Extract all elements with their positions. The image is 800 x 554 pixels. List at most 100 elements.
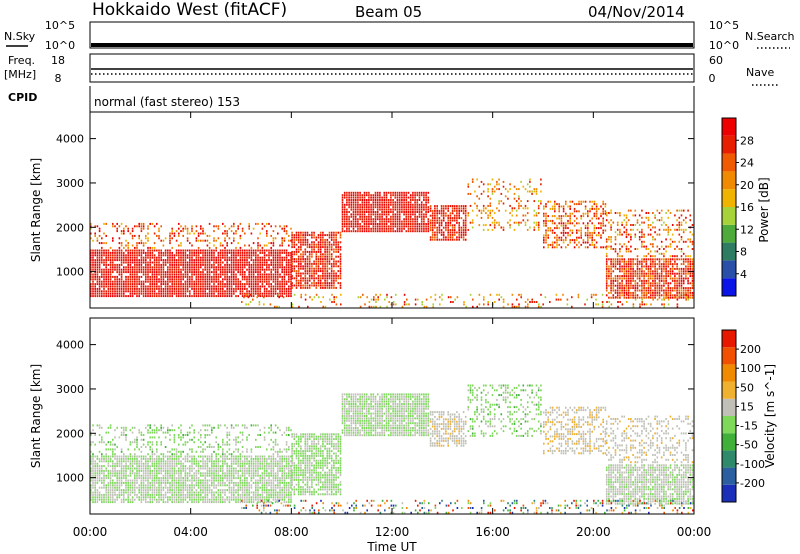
power-cell: [319, 258, 322, 261]
power-cell: [680, 224, 683, 226]
velocity-cell: [101, 501, 103, 504]
power-cell: [191, 271, 193, 274]
power-cell: [458, 231, 460, 234]
velocity-cell: [103, 481, 105, 484]
power-cell: [315, 258, 318, 261]
power-cell: [129, 278, 132, 281]
power-cell: [431, 238, 434, 241]
power-cell: [300, 277, 302, 280]
power-cell: [390, 218, 392, 221]
power-cell: [306, 234, 309, 237]
power-cell: [206, 278, 209, 281]
power-cell: [248, 278, 250, 281]
power-cell: [241, 301, 243, 303]
power-cell: [142, 256, 145, 259]
power-cell: [398, 218, 401, 221]
power-cell: [120, 259, 123, 262]
power-cell: [160, 271, 162, 274]
power-cell: [311, 277, 313, 280]
power-cell: [558, 217, 560, 220]
power-cell: [368, 194, 370, 197]
velocity-heatmap: [90, 384, 694, 514]
power-cell: [288, 254, 290, 257]
power-cell: [233, 254, 235, 257]
power-cell: [147, 271, 149, 274]
power-cell: [114, 280, 116, 283]
power-cell: [103, 251, 105, 254]
power-cell: [685, 291, 687, 294]
power-cell: [440, 214, 443, 217]
power-cell: [167, 285, 169, 288]
power-cell: [346, 230, 348, 233]
power-cell: [652, 238, 654, 241]
power-cell: [663, 279, 665, 282]
power-cell: [634, 209, 637, 212]
power-cell: [248, 254, 250, 257]
power-cell: [436, 214, 438, 217]
power-cell: [381, 211, 383, 213]
power-cell: [346, 199, 348, 201]
power-cell: [627, 294, 630, 297]
power-cell: [558, 205, 560, 208]
power-cell: [562, 207, 565, 210]
power-cell: [147, 263, 149, 266]
power-cell: [142, 268, 145, 271]
power-cell: [107, 283, 110, 286]
power-cell: [403, 196, 405, 199]
power-cell: [250, 271, 253, 274]
velocity-cell: [96, 498, 99, 501]
power-cell: [464, 214, 467, 217]
power-cell: [663, 289, 665, 292]
power-cell: [689, 231, 692, 234]
power-cell: [186, 261, 189, 264]
power-cell: [498, 224, 500, 227]
power-cell: [134, 254, 136, 257]
power-cell: [306, 272, 309, 275]
power-cell: [368, 201, 370, 204]
power-cell: [315, 284, 318, 287]
power-cell: [322, 262, 324, 265]
power-cell: [160, 259, 162, 262]
power-cell: [416, 206, 419, 209]
power-cell: [431, 229, 434, 232]
power-cell: [533, 228, 536, 231]
power-cell: [202, 259, 204, 262]
power-cell: [184, 268, 187, 271]
power-cell: [94, 283, 96, 286]
power-cell: [589, 243, 591, 246]
power-cell: [197, 263, 200, 266]
power-cell: [326, 258, 329, 261]
power-cell: [308, 270, 311, 273]
power-cell: [372, 230, 375, 233]
power-cell: [311, 255, 313, 258]
power-cell: [462, 205, 465, 208]
power-cell: [365, 215, 368, 218]
power-cell: [178, 275, 180, 278]
power-cell: [641, 296, 643, 299]
power-cell: [288, 251, 290, 254]
power-cell: [96, 290, 99, 293]
power-cell: [213, 261, 215, 264]
power-cell: [365, 220, 368, 223]
power-cell: [160, 273, 162, 276]
power-cell: [197, 234, 200, 237]
power-cell: [412, 227, 414, 230]
power-cell: [489, 197, 492, 200]
power-cell: [442, 209, 445, 212]
power-cell: [656, 287, 659, 290]
power-cell: [434, 214, 436, 217]
power-cell: [605, 255, 608, 258]
power-cell: [206, 234, 209, 237]
power-cell: [248, 290, 250, 293]
power-cell: [204, 278, 206, 281]
power-cell: [92, 275, 94, 278]
power-cell: [213, 237, 215, 240]
power-cell: [652, 245, 654, 248]
power-cell: [213, 259, 215, 262]
power-cell: [326, 241, 329, 244]
power-cell: [250, 285, 253, 288]
power-cell: [153, 242, 156, 245]
power-cell: [625, 277, 628, 280]
power-cell: [543, 224, 545, 227]
power-cell: [350, 223, 353, 225]
